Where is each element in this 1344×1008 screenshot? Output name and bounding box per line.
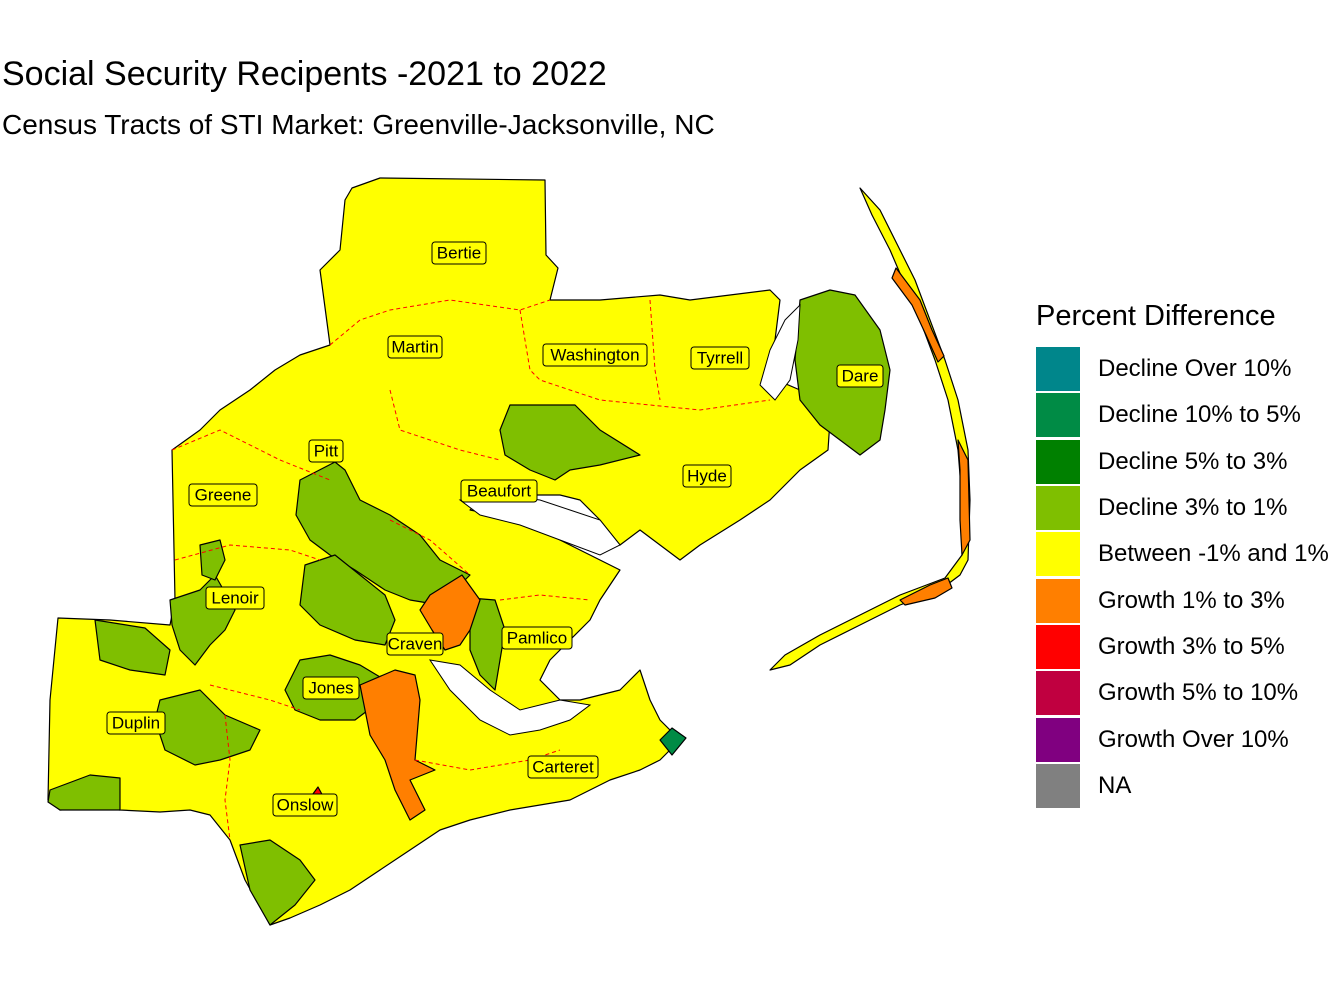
- county-label-tyrrell: Tyrrell: [690, 346, 750, 370]
- svg-text:Carteret: Carteret: [532, 758, 594, 777]
- legend-label: Decline 10% to 5%: [1098, 401, 1301, 429]
- county-label-jones: Jones: [302, 676, 360, 700]
- county-label-pitt: Pitt: [308, 439, 344, 463]
- legend-swatch: [1036, 763, 1080, 808]
- legend-item: Growth 3% to 5%: [1036, 624, 1336, 670]
- legend-swatch: [1036, 624, 1080, 669]
- county-label-dare: Dare: [836, 364, 884, 388]
- svg-text:Washington: Washington: [550, 346, 639, 365]
- legend-item: Growth 5% to 10%: [1036, 670, 1336, 716]
- legend-label: Decline 5% to 3%: [1098, 447, 1288, 475]
- county-label-bertie: Bertie: [431, 241, 487, 265]
- mainland-base: [47, 177, 831, 926]
- county-boundaries: [171, 299, 771, 841]
- map-subtitle: Census Tracts of STI Market: Greenville-…: [2, 109, 715, 140]
- legend-item: Decline 5% to 3%: [1036, 439, 1336, 485]
- legend-label: Decline Over 10%: [1098, 355, 1292, 383]
- legend-swatch: [1036, 532, 1080, 577]
- legend-swatch: [1036, 486, 1080, 531]
- tract-pamlico-west: [469, 597, 506, 691]
- legend-label: Growth 3% to 5%: [1098, 632, 1285, 660]
- tract-craven-orange: [419, 574, 481, 651]
- legend-label: Between -1% and 1%: [1098, 540, 1329, 568]
- svg-text:Hyde: Hyde: [687, 467, 727, 486]
- county-label-beaufort: Beaufort: [460, 479, 538, 503]
- county-label-hyde: Hyde: [682, 464, 732, 488]
- legend-item: Decline Over 10%: [1036, 346, 1336, 392]
- legend-item: Growth Over 10%: [1036, 716, 1336, 762]
- tract-banks-south-orange: [957, 439, 971, 556]
- tract-duplin-north: [94, 619, 171, 676]
- svg-text:Tyrrell: Tyrrell: [697, 349, 743, 368]
- tract-lenoir-north: [199, 539, 226, 581]
- legend-swatch: [1036, 393, 1080, 438]
- legend-label: NA: [1098, 771, 1132, 799]
- county-label-onslow: Onslow: [272, 793, 338, 817]
- county-label-pamlico: Pamlico: [501, 626, 573, 650]
- legend-swatch: [1036, 439, 1080, 484]
- legend: Percent Difference Decline Over 10% Decli…: [1036, 296, 1336, 809]
- legend-title: Percent Difference: [1036, 300, 1276, 332]
- legend-swatch: [1036, 671, 1080, 716]
- county-label-duplin: Duplin: [106, 711, 166, 735]
- county-label-carteret: Carteret: [527, 755, 599, 779]
- tract-duplin-south: [47, 774, 121, 811]
- county-labels: Bertie Martin Washington Tyrrell Dare Pi…: [106, 241, 884, 817]
- legend-label: Decline 3% to 1%: [1098, 494, 1288, 522]
- tract-hatteras-orange: [899, 577, 953, 606]
- svg-text:Greene: Greene: [195, 486, 252, 505]
- tract-beaufort-north: [499, 404, 641, 481]
- county-label-washington: Washington: [542, 343, 648, 367]
- legend-item: Between -1% and 1%: [1036, 531, 1336, 577]
- legend-item: NA: [1036, 763, 1336, 809]
- neuse-river: [428, 659, 592, 736]
- legend-swatch: [1036, 717, 1080, 762]
- legend-label: Growth 5% to 10%: [1098, 679, 1299, 707]
- tract-duplin-east: [154, 689, 261, 766]
- county-label-martin: Martin: [387, 335, 443, 359]
- legend-item: Decline 10% to 5%: [1036, 392, 1336, 438]
- tract-layer: [47, 177, 971, 926]
- tract-carteret-east: [659, 727, 687, 756]
- tract-dare-coast-orange: [891, 267, 945, 363]
- legend-item: Decline 3% to 1%: [1036, 485, 1336, 531]
- county-label-greene: Greene: [188, 483, 258, 507]
- tract-onslow-south: [239, 839, 316, 926]
- legend-swatch: [1036, 578, 1080, 623]
- legend-label: Growth Over 10%: [1098, 725, 1289, 753]
- albemarle-water: [759, 303, 801, 401]
- svg-text:Pitt: Pitt: [314, 442, 339, 461]
- svg-text:Jones: Jones: [308, 679, 353, 698]
- county-label-lenoir: Lenoir: [205, 586, 265, 610]
- svg-text:Craven: Craven: [388, 635, 443, 654]
- svg-text:Pamlico: Pamlico: [507, 629, 567, 648]
- svg-text:Duplin: Duplin: [112, 714, 160, 733]
- legend-items: Decline Over 10% Decline 10% to 5% Decline…: [1036, 346, 1336, 809]
- tract-jones-orange: [359, 669, 436, 821]
- svg-text:Lenoir: Lenoir: [211, 589, 259, 608]
- svg-text:Bertie: Bertie: [437, 244, 481, 263]
- legend-item: Growth 1% to 3%: [1036, 577, 1336, 623]
- legend-label: Growth 1% to 3%: [1098, 586, 1285, 614]
- svg-text:Martin: Martin: [391, 338, 438, 357]
- legend-swatch: [1036, 347, 1080, 392]
- choropleth-map: Bertie Martin Washington Tyrrell Dare Pi…: [47, 177, 971, 926]
- map-title: Social Security Recipents -2021 to 2022: [2, 55, 607, 93]
- water-layer: [428, 303, 801, 736]
- svg-text:Beaufort: Beaufort: [467, 482, 532, 501]
- county-label-craven: Craven: [386, 632, 444, 656]
- svg-text:Onslow: Onslow: [277, 796, 334, 815]
- svg-text:Dare: Dare: [842, 367, 879, 386]
